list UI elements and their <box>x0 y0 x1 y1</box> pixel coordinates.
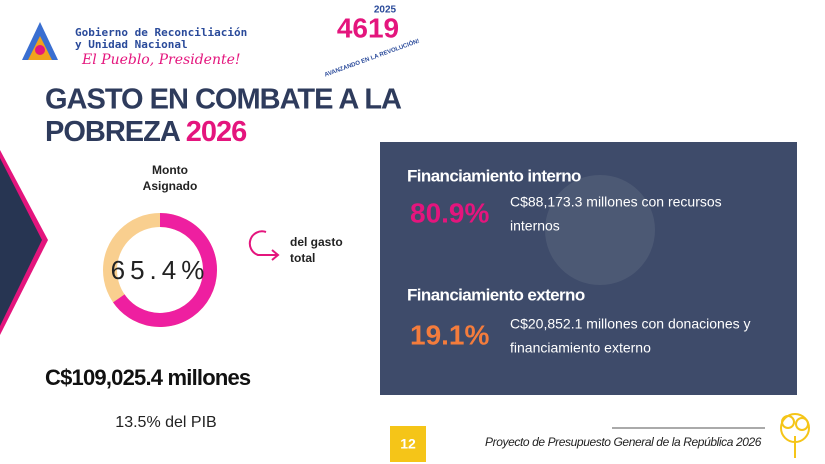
panel-heading: Financiamiento externo <box>407 285 585 304</box>
pib-share: 13.5% del PIB <box>115 414 216 431</box>
page-number: 12 <box>400 436 416 452</box>
panel-text: C$88,173.3 millones con recursos <box>510 194 722 210</box>
slogan: El Pueblo, Presidente! <box>81 52 241 68</box>
logo-number: 4619 <box>337 12 399 43</box>
donut-caption: Asignado <box>143 179 198 193</box>
panel-text: C$20,852.1 millones con donaciones y <box>510 316 751 332</box>
panel-text: financiamiento externo <box>510 340 651 356</box>
tree-icon <box>780 413 810 458</box>
donut-caption: Monto <box>152 163 188 177</box>
donut-label: 65.4% <box>111 255 210 285</box>
org-name: Gobierno de Reconciliación <box>75 26 247 39</box>
donut-note: del gasto <box>290 235 343 249</box>
page-box <box>390 426 426 462</box>
title-year: 2026 <box>186 116 247 148</box>
title-text: POBREZA <box>45 116 181 148</box>
title: GASTO EN COMBATE A LA <box>45 84 402 116</box>
donut-chart <box>103 213 217 327</box>
panel-text: internos <box>510 218 560 234</box>
panel-percent: 80.9% <box>410 197 489 228</box>
title: POBREZA 2026 <box>45 116 247 148</box>
arrow-icon <box>248 230 280 261</box>
donut-note: total <box>290 251 315 265</box>
government-logo: Gobierno de Reconciliación y Unidad Naci… <box>22 22 247 68</box>
logo-year: 2025 <box>374 5 397 16</box>
total-amount: C$109,025.4 millones <box>45 365 251 390</box>
org-name: y Unidad Nacional <box>75 38 188 51</box>
donut-arc <box>113 213 217 327</box>
panel-heading: Financiamiento interno <box>407 166 581 185</box>
left-shape <box>0 158 42 326</box>
photo-shade <box>545 175 655 285</box>
footer-caption: Proyecto de Presupuesto General de la Re… <box>485 435 762 449</box>
panel-percent: 19.1% <box>410 319 489 350</box>
